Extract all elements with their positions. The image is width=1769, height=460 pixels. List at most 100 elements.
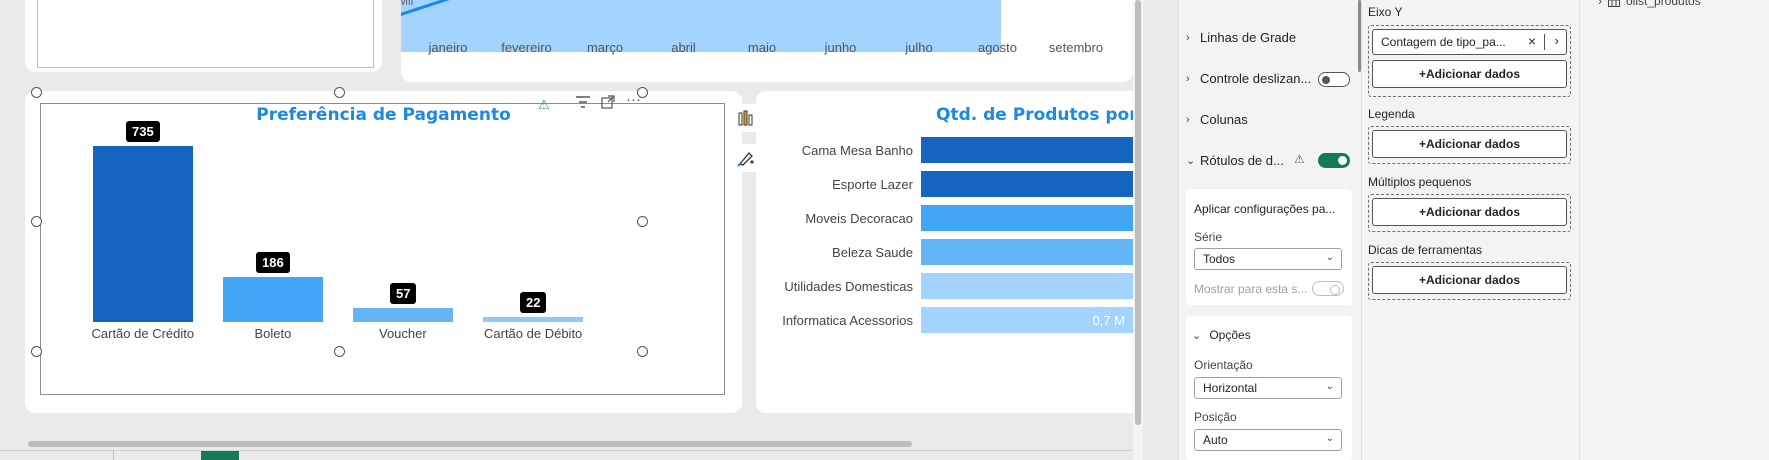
y-axis-field[interactable]: Contagem de tipo_pa... × › — [1372, 29, 1567, 55]
bar[interactable] — [93, 146, 193, 322]
pill-divider — [1544, 34, 1545, 50]
chevron-down-icon: ⌄ — [1192, 330, 1202, 342]
category-label: Boleto — [254, 326, 292, 341]
bar[interactable] — [223, 277, 323, 322]
data-labels-toggle[interactable] — [1318, 153, 1350, 168]
remove-field-icon[interactable]: × — [1527, 33, 1536, 49]
category-label: Cartão de Crédito — [91, 326, 195, 341]
section-data-labels[interactable]: ⌄ Rótulos de d... — [1186, 153, 1352, 168]
chevron-right-icon[interactable]: › — [1554, 33, 1559, 48]
warning-icon[interactable]: ⚠ — [1294, 152, 1305, 166]
products-by-category-card[interactable]: Qtd. de Produtos por Cat Cama Mesa Banho… — [756, 91, 1133, 413]
bar[interactable] — [921, 239, 1133, 265]
add-data-button-tooltips[interactable]: +Adicionar dados — [1372, 266, 1567, 294]
x-tick-label: março — [586, 40, 624, 55]
orientation-dropdown[interactable]: Horizontal ⌄ — [1194, 377, 1342, 399]
small-multiples-well[interactable]: +Adicionar dados — [1368, 194, 1571, 232]
filter-icon[interactable] — [576, 96, 590, 111]
area-fill — [401, 0, 1001, 52]
monthly-line-chart-card[interactable]: 0,8 Mil janeiro fevereiro março abril maio ju… — [401, 0, 1133, 82]
tooltips-label: Dicas de ferramentas — [1368, 243, 1483, 257]
chevron-down-icon: ⌄ — [1325, 381, 1334, 392]
options-header[interactable]: ⌄ Opções — [1192, 328, 1251, 342]
x-tick-label: abril — [671, 40, 696, 55]
position-dropdown[interactable]: Auto ⌄ — [1194, 429, 1342, 451]
bar[interactable] — [921, 205, 1133, 231]
resize-handle[interactable] — [636, 86, 648, 98]
x-tick-label: janeiro — [428, 40, 468, 55]
resize-handle[interactable] — [30, 345, 42, 357]
payment-preference-card[interactable]: Preferência de Pagamento ⚠ ··· 735 Cartão… — [25, 91, 742, 413]
focus-mode-icon[interactable] — [601, 95, 615, 112]
resize-handle[interactable] — [333, 345, 345, 357]
chevron-right-icon: › — [1186, 72, 1190, 85]
x-tick-label: maio — [747, 40, 777, 55]
category-label: Esporte Lazer — [832, 177, 913, 192]
options-card: ⌄ Opções Orientação Horizontal ⌄ Posição… — [1186, 316, 1352, 460]
chevron-down-icon: ⌄ — [1325, 433, 1334, 444]
options-title: Opções — [1209, 328, 1251, 342]
section-label: Colunas — [1200, 112, 1248, 127]
resize-handle[interactable] — [30, 86, 42, 98]
page-tabs-divider — [0, 450, 1133, 451]
category-label: Beleza Saude — [832, 245, 913, 260]
show-for-toggle[interactable] — [1312, 281, 1344, 296]
bar[interactable] — [921, 137, 1133, 163]
chevron-right-icon: › — [1598, 0, 1602, 8]
products-chart-title: Qtd. de Produtos por Cat — [936, 105, 1133, 125]
field-name: Contagem de tipo_pa... — [1381, 35, 1506, 49]
format-brush-icon[interactable] — [732, 144, 760, 172]
data-pane: › olist_produtos — [1579, 0, 1769, 460]
visual-tools-icon[interactable] — [732, 104, 760, 132]
section-gridlines[interactable]: › Linhas de Grade — [1186, 30, 1352, 45]
y-axis-well[interactable]: Contagem de tipo_pa... × › +Adicionar da… — [1368, 25, 1571, 97]
x-tick-label: setembro — [1048, 40, 1104, 55]
chevron-right-icon: › — [1186, 113, 1190, 126]
section-slider[interactable]: › Controle deslizan... — [1186, 71, 1352, 86]
scrollbar-thumb[interactable] — [1358, 0, 1361, 72]
section-label: Controle deslizan... — [1200, 71, 1312, 86]
page-tabs-separator — [113, 450, 114, 460]
y-tick-label: 0,8 Mil — [401, 0, 413, 8]
legend-well[interactable]: +Adicionar dados — [1368, 126, 1571, 164]
data-label: 735 — [126, 121, 160, 142]
chevron-right-icon: › — [1186, 31, 1190, 44]
legend-label: Legenda — [1368, 107, 1415, 121]
table-item-olist-produtos[interactable]: › olist_produtos — [1598, 0, 1701, 8]
resize-handle[interactable] — [636, 215, 648, 227]
report-canvas: 0,8 Mil janeiro fevereiro março abril maio ju… — [0, 0, 1133, 460]
horizontal-scrollbar[interactable] — [28, 441, 912, 447]
warning-icon[interactable]: ⚠ — [538, 97, 550, 112]
data-label: 22 — [520, 291, 547, 313]
bar[interactable]: 0,7 M — [921, 307, 1133, 333]
x-tick-label: agosto — [977, 40, 1018, 55]
scrollbar-thumb[interactable] — [1135, 0, 1141, 425]
tooltips-well[interactable]: +Adicionar dados — [1368, 262, 1571, 300]
series-line — [401, 0, 450, 16]
table-icon — [1608, 0, 1620, 7]
active-page-tab[interactable] — [201, 451, 239, 460]
add-data-button-y[interactable]: +Adicionar dados — [1372, 60, 1567, 88]
series-label: Série — [1194, 230, 1223, 244]
bar[interactable] — [353, 308, 453, 322]
series-dropdown[interactable]: Todos ⌄ — [1194, 248, 1342, 270]
bar[interactable] — [921, 273, 1133, 299]
data-label: 0,7 M — [1092, 313, 1125, 328]
vertical-scrollbar[interactable] — [1133, 0, 1143, 460]
format-pane-scrollbar[interactable] — [1358, 0, 1361, 460]
partial-visual-card[interactable] — [25, 0, 382, 72]
section-columns[interactable]: › Colunas — [1186, 112, 1352, 127]
bar[interactable] — [921, 171, 1133, 197]
slider-toggle[interactable] — [1318, 72, 1350, 87]
add-data-button-small-multiples[interactable]: +Adicionar dados — [1372, 198, 1567, 226]
chevron-down-icon: ⌄ — [1186, 155, 1196, 167]
monthly-line-chart: 0,8 Mil — [401, 0, 1001, 52]
bar[interactable] — [483, 316, 583, 322]
add-data-button-legend[interactable]: +Adicionar dados — [1372, 130, 1567, 158]
selection-frame — [40, 103, 725, 395]
category-label: Moveis Decoracao — [805, 211, 913, 226]
data-label: 57 — [390, 283, 417, 305]
resize-handle[interactable] — [30, 215, 42, 227]
resize-handle[interactable] — [333, 86, 345, 98]
resize-handle[interactable] — [636, 345, 648, 357]
